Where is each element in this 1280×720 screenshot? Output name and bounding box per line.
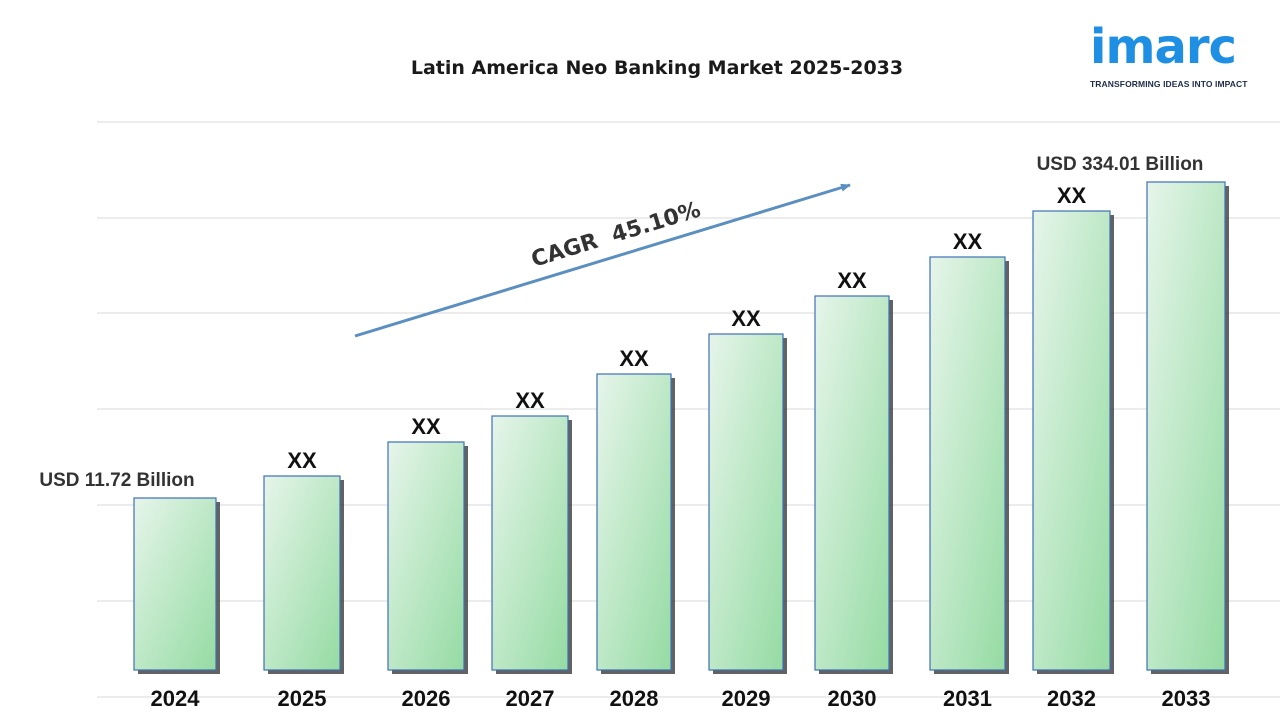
cagr-arrow [354,183,851,338]
bar-2033 [1146,181,1226,671]
cagr-prefix: CAGR [528,229,601,273]
bar-2032 [1032,210,1111,671]
bar-2031 [929,256,1006,671]
bar-2024 [133,497,217,671]
bar-2025 [263,475,341,671]
data-label-2030: XX [837,268,867,293]
data-label-2031: XX [953,229,983,254]
data-label-2027: XX [515,388,545,413]
cagr-label: CAGR 45.10% [528,198,703,273]
data-label-2028: XX [619,346,649,371]
x-tick-2033: 2033 [1162,686,1211,711]
data-label-2033: USD 334.01 Billion [1037,154,1204,175]
x-tick-2029: 2029 [722,686,771,711]
cagr-value: 45.10% [609,198,704,249]
logo-tagline: TRANSFORMING IDEAS INTO IMPACT [1090,79,1248,89]
data-label-2026: XX [411,414,441,439]
bar-2026 [387,441,465,671]
bar-2027 [491,415,569,671]
x-tick-2032: 2032 [1047,686,1096,711]
x-tick-2031: 2031 [943,686,992,711]
imarc-logo: imarc TRANSFORMING IDEAS INTO IMPACT [1090,18,1262,89]
x-tick-2026: 2026 [402,686,451,711]
data-label-2025: XX [287,448,317,473]
x-tick-2030: 2030 [828,686,877,711]
data-label-2032: XX [1057,183,1087,208]
logo-wordmark: imarc [1090,19,1237,75]
x-tick-2028: 2028 [610,686,659,711]
x-tick-2027: 2027 [506,686,555,711]
bar-2030 [814,295,890,671]
x-tick-2024: 2024 [151,686,201,711]
data-label-2024: USD 11.72 Billion [39,470,194,491]
chart-title: Latin America Neo Banking Market 2025-20… [410,57,904,79]
bar-2028 [596,373,672,671]
data-label-2029: XX [731,306,761,331]
x-tick-2025: 2025 [278,686,327,711]
bar-2029 [708,333,784,671]
